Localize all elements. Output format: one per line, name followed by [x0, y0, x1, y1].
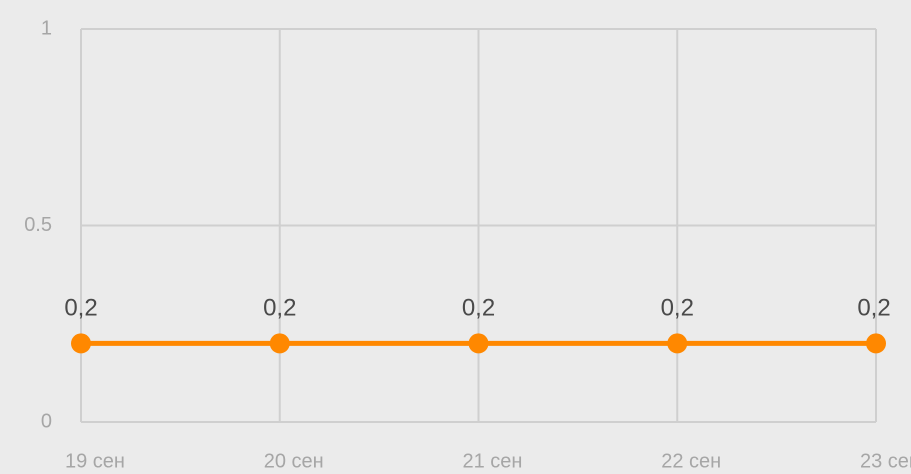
point	[71, 333, 91, 354]
x-tick-label: 19 сен	[65, 450, 125, 472]
x-tick-label: 22 сен	[661, 450, 721, 472]
point	[866, 333, 886, 354]
data-label: 0,2	[661, 295, 694, 322]
y-tick-label: 0	[41, 410, 52, 432]
point	[468, 333, 489, 354]
data-label: 0,2	[263, 295, 296, 322]
point	[269, 333, 290, 354]
point	[667, 333, 688, 354]
x-tick-label: 23 сен	[860, 450, 911, 472]
x-tick-label: 20 сен	[264, 450, 324, 472]
y-tick-label: 1	[41, 17, 52, 39]
data-label: 0,2	[857, 295, 890, 322]
data-label: 0,2	[64, 295, 97, 322]
y-tick-label: 0.5	[24, 214, 52, 236]
data-label: 0,2	[462, 295, 495, 322]
x-tick-label: 21 сен	[463, 450, 523, 472]
